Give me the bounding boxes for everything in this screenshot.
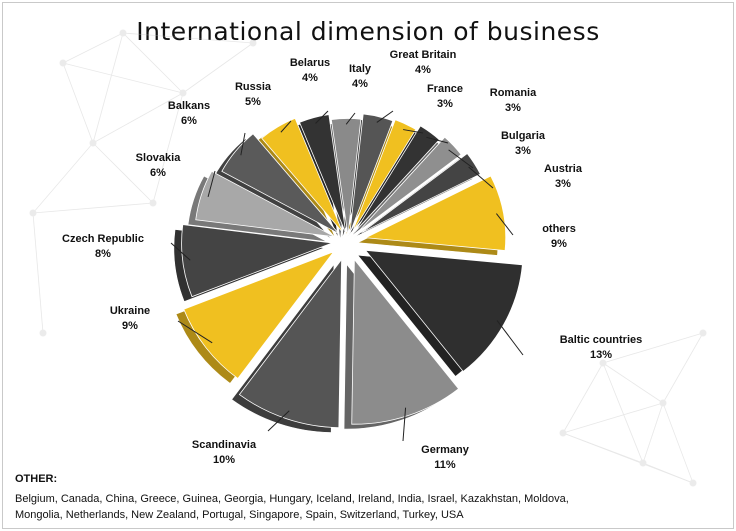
slice-label: Belarus xyxy=(290,57,330,69)
slice-label: Slovakia xyxy=(136,152,182,164)
pie-slice-great-britain xyxy=(349,113,394,234)
pie-slice-slovakia xyxy=(195,170,335,238)
leader-line xyxy=(177,320,213,344)
slice-value-label: 3% xyxy=(515,145,531,157)
pie-slice-germany xyxy=(351,258,460,425)
slice-value-label: 4% xyxy=(352,78,368,90)
slice-label: Romania xyxy=(490,87,537,99)
slice-value-label: 10% xyxy=(213,454,235,466)
chart-title: International dimension of business xyxy=(136,17,600,46)
leader-line xyxy=(280,120,292,133)
leader-line xyxy=(495,213,514,236)
slice-label: France xyxy=(427,83,463,95)
slice-label: Great Britain xyxy=(390,49,457,61)
slice-value-label: 9% xyxy=(551,238,567,250)
slice-value-label: 8% xyxy=(95,248,111,260)
slice-value-label: 4% xyxy=(415,64,431,76)
slice-label: Italy xyxy=(349,63,372,75)
leader-line xyxy=(376,110,394,123)
leader-line xyxy=(345,112,356,125)
other-countries-line-2: Mongolia, Netherlands, New Zealand, Port… xyxy=(15,509,464,521)
slice-label: Baltic countries xyxy=(560,334,643,346)
leader-line xyxy=(496,320,524,356)
pie-slice-italy xyxy=(330,118,362,236)
slice-label: Russia xyxy=(235,81,272,93)
slice-value-label: 3% xyxy=(555,178,571,190)
slice-value-label: 9% xyxy=(122,320,138,332)
slice-label: Ukraine xyxy=(110,305,150,317)
leader-line xyxy=(240,132,246,156)
slice-value-label: 3% xyxy=(437,98,453,110)
slice-label: Bulgaria xyxy=(501,130,546,142)
pie-slice-czech-republic xyxy=(181,224,333,298)
slice-value-label: 4% xyxy=(302,72,318,84)
leader-line xyxy=(448,149,474,169)
leader-line xyxy=(207,170,216,197)
other-countries-list: Belgium, Canada, China, Greece, Guinea, … xyxy=(15,491,615,523)
background-network-decoration xyxy=(29,29,707,487)
leader-line xyxy=(402,407,407,442)
slice-value-label: 11% xyxy=(434,459,456,471)
leader-line xyxy=(170,242,191,261)
leader-line xyxy=(426,136,449,144)
pie-slice-romania xyxy=(354,125,440,232)
pie-slice-balkans xyxy=(221,133,340,234)
slice-label: others xyxy=(542,223,576,235)
other-heading: OTHER: xyxy=(15,473,58,485)
slice-label: Czech Republic xyxy=(62,233,144,245)
pie-slice-belarus xyxy=(298,114,347,234)
slice-label: Balkans xyxy=(168,100,210,112)
pie-slice-bulgaria xyxy=(357,136,462,233)
slice-value-label: 6% xyxy=(181,115,197,127)
slice-label: Austria xyxy=(544,163,583,175)
slice-label: Germany xyxy=(421,444,470,456)
leader-line xyxy=(468,166,494,189)
slice-label: Scandinavia xyxy=(192,439,257,451)
slice-value-label: 6% xyxy=(150,167,166,179)
pie-slice-france xyxy=(351,119,417,233)
pie-slice-scandinavia xyxy=(238,258,342,429)
pie-slice-baltic-countries xyxy=(364,249,523,373)
slice-tops-group xyxy=(181,113,523,429)
leader-line xyxy=(315,110,329,124)
pie-slice-austria xyxy=(361,152,481,234)
slice-value-label: 5% xyxy=(245,96,261,108)
other-countries-line-1: Belgium, Canada, China, Greece, Guinea, … xyxy=(15,493,569,505)
slice-value-label: 3% xyxy=(505,102,521,114)
pie-slice-others xyxy=(364,175,507,251)
pie-slice-ukraine xyxy=(183,250,335,380)
pie-slice-russia xyxy=(261,117,344,233)
slice-labels-group: Italy 4% Great Britain 4% France 3% Romania 3% B… xyxy=(62,49,642,471)
pie-chart: Italy 4% Great Britain 4% France 3% Romania 3% B… xyxy=(29,29,707,487)
leader-line xyxy=(403,129,424,134)
slice-value-label: 13% xyxy=(590,349,612,361)
leader-line xyxy=(267,410,290,432)
